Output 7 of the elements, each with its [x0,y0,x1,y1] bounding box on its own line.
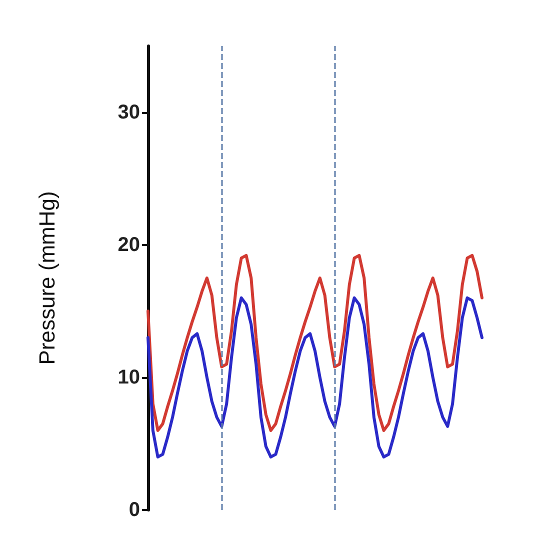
y-tick-label: 10 [118,366,140,388]
line-series [146,254,484,432]
y-tick-label: 0 [128,499,140,521]
line-series [146,296,484,458]
y-tick-label: 30 [118,101,140,124]
y-tick-label: 20 [118,234,140,256]
y-axis-title: Pressure (mmHg) [34,191,60,365]
